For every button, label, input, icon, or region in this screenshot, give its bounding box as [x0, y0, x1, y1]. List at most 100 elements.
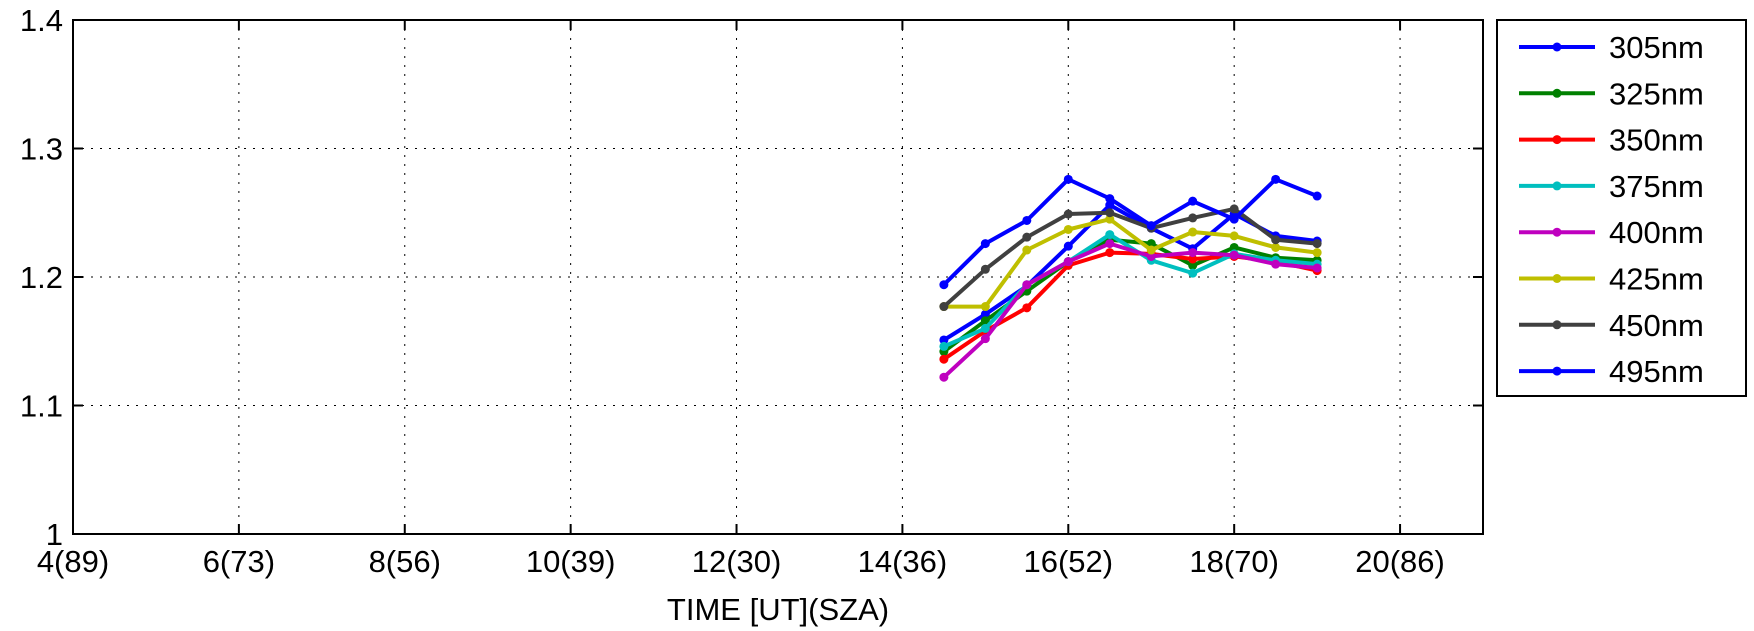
data-point — [980, 264, 990, 274]
series-line — [943, 232, 1318, 349]
data-point — [1312, 239, 1322, 249]
legend-label: 375nm — [1609, 169, 1704, 204]
data-point — [1146, 245, 1156, 255]
data-point — [1105, 230, 1115, 240]
legend-item: 305nm — [1519, 30, 1704, 65]
data-point — [1146, 221, 1156, 231]
data-point — [1312, 248, 1322, 258]
legend-marker — [1552, 181, 1562, 191]
series-line — [942, 206, 1318, 309]
legend: 305nm 325nm 350nm 375nm 400nm 425nm 450nm 495nm — [1496, 19, 1747, 397]
legend-item: 425nm — [1519, 262, 1704, 297]
data-point — [939, 302, 949, 312]
data-point — [1146, 251, 1156, 261]
y-tick-label: 1 — [46, 517, 63, 552]
legend-marker — [1552, 274, 1562, 283]
data-point — [1188, 268, 1198, 278]
y-tick-label: 1.4 — [20, 3, 63, 38]
data-point — [1188, 260, 1198, 270]
data-point — [1271, 242, 1281, 252]
data-point — [1271, 174, 1281, 184]
data-point — [1312, 263, 1322, 273]
legend-label: 400nm — [1609, 215, 1704, 250]
series-495nm — [939, 174, 1322, 290]
series-line — [943, 217, 1318, 309]
x-tick-label: 12(30) — [692, 544, 782, 579]
legend-item: 495nm — [1519, 354, 1704, 389]
data-point — [1022, 232, 1032, 242]
data-point — [939, 341, 949, 351]
axis-ticks — [72, 19, 1483, 535]
legend-box — [1496, 19, 1747, 397]
data-point — [980, 239, 990, 249]
data-point — [1312, 191, 1322, 201]
data-point — [1105, 194, 1115, 204]
data-point — [980, 316, 990, 326]
data-point — [1105, 200, 1115, 210]
y-tick-label: 1.1 — [20, 389, 63, 424]
series-line — [942, 241, 1318, 379]
series-400nm — [939, 239, 1322, 382]
data-point — [1022, 215, 1032, 225]
data-point — [1063, 209, 1073, 219]
legend-label: 450nm — [1609, 308, 1704, 343]
data-point — [939, 335, 949, 345]
legend-marker — [1552, 227, 1562, 237]
data-point — [1229, 231, 1239, 241]
x-axis-tick-labels: 4(89) 6(73) 8(56) 10(39) 12(30) 14(36) 16(52) 1… — [37, 544, 1445, 579]
data-point — [1229, 214, 1239, 224]
x-tick-label: 6(73) — [203, 544, 275, 579]
data-point — [980, 302, 990, 312]
plot-series — [939, 174, 1322, 382]
x-tick-label: 16(52) — [1023, 544, 1113, 579]
legend-marker — [1552, 42, 1562, 52]
x-tick-label: 14(36) — [858, 544, 948, 579]
legend-marker — [1552, 88, 1562, 98]
data-point — [1188, 227, 1198, 237]
legend-marker — [1552, 135, 1562, 145]
data-point — [1022, 245, 1032, 255]
legend-marker — [1552, 320, 1562, 330]
legend-label: 495nm — [1609, 354, 1704, 389]
x-tick-label: 20(86) — [1355, 544, 1445, 579]
data-point — [1188, 248, 1198, 258]
data-point — [939, 372, 949, 382]
data-point — [1063, 257, 1073, 267]
legend-label: 350nm — [1609, 123, 1704, 158]
legend-label: 325nm — [1609, 76, 1704, 111]
data-point — [1022, 303, 1032, 313]
data-point — [1271, 259, 1281, 269]
y-tick-label: 1.3 — [20, 132, 63, 167]
data-point — [1188, 213, 1198, 223]
data-point — [1105, 208, 1115, 218]
data-point — [1146, 239, 1156, 249]
data-point — [1229, 242, 1239, 252]
legend-item: 450nm — [1519, 308, 1704, 343]
data-point — [1022, 280, 1032, 290]
legend-item: 325nm — [1519, 76, 1704, 111]
legend-item: 375nm — [1519, 169, 1704, 204]
x-tick-label: 18(70) — [1189, 544, 1279, 579]
data-point — [980, 309, 990, 319]
data-point — [939, 354, 949, 364]
x-tick-label: 4(89) — [37, 544, 109, 579]
data-point — [1229, 250, 1239, 260]
data-point — [1063, 174, 1073, 184]
legend-label: 425nm — [1609, 262, 1704, 297]
x-tick-label: 10(39) — [526, 544, 616, 579]
data-point — [1063, 224, 1073, 234]
legend-item: 350nm — [1519, 123, 1704, 158]
data-point — [1271, 235, 1281, 245]
series-line — [942, 177, 1318, 287]
data-point — [1229, 204, 1239, 214]
data-point — [1188, 196, 1198, 206]
legend-label: 305nm — [1609, 30, 1704, 65]
x-axis-title: TIME [UT](SZA) — [667, 592, 889, 627]
data-point — [1105, 239, 1115, 249]
x-tick-label: 8(56) — [369, 544, 441, 579]
grid-lines — [73, 20, 1483, 534]
data-point — [1063, 241, 1073, 251]
data-point — [980, 323, 990, 333]
